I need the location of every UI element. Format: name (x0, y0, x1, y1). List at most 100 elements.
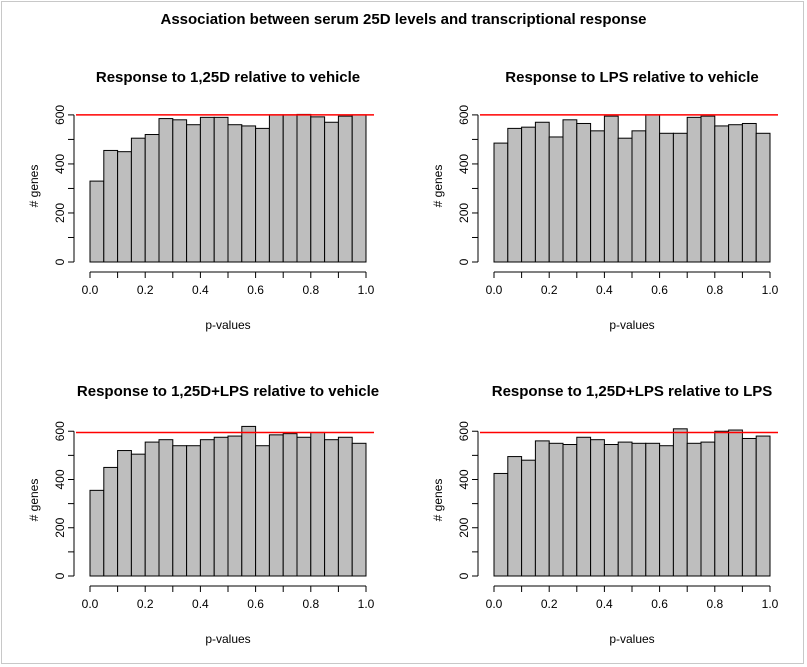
histogram-bar (296, 436, 312, 577)
y-axis-label: # genes (431, 479, 445, 522)
histogram-bar (645, 114, 661, 263)
x-tick-label: 0.2 (137, 597, 154, 611)
histogram-bar (686, 442, 702, 577)
histogram-bar (324, 121, 339, 263)
histogram-bar (534, 440, 550, 577)
histogram-bar (672, 132, 688, 263)
histogram-panel-4: Response to 1,25D+LPS relative to LPS 0.0… (431, 383, 779, 646)
y-tick-label: 600 (53, 421, 67, 441)
histogram-bar (103, 466, 119, 577)
y-tick-label: 400 (457, 154, 471, 174)
x-tick-label: 1.0 (762, 283, 779, 297)
histogram-bar (337, 115, 353, 263)
histogram-bar (296, 113, 312, 263)
panel-title: Response to 1,25D relative to vehicle (96, 69, 360, 86)
histogram-bar (282, 114, 298, 263)
x-tick-label: 0.4 (596, 597, 613, 611)
histogram-bar (144, 134, 160, 263)
x-tick-label: 0.0 (486, 283, 503, 297)
histogram-bar (241, 125, 257, 263)
histogram-bar (659, 132, 674, 263)
histogram-bar (144, 441, 160, 577)
y-tick-label: 600 (53, 105, 67, 125)
histogram-bar (576, 436, 592, 577)
histogram-bar (741, 122, 757, 263)
x-tick-label: 0.2 (541, 597, 558, 611)
histogram-bar (603, 444, 619, 577)
histogram-bar (521, 126, 536, 263)
histogram-bar (590, 439, 605, 577)
histogram-bar (117, 450, 132, 577)
histogram-bar (310, 116, 326, 263)
y-tick-label: 400 (53, 154, 67, 174)
panel-title: Response to 1,25D+LPS relative to LPS (492, 383, 773, 400)
histogram-bar (158, 439, 174, 577)
x-tick-label: 0.0 (82, 597, 99, 611)
histogram-bar (507, 456, 523, 577)
histogram-bar (337, 436, 353, 577)
y-tick-label: 200 (53, 203, 67, 223)
histogram-bar (241, 425, 257, 577)
x-tick-label: 1.0 (358, 597, 375, 611)
histogram-bar (548, 442, 564, 577)
y-axis-label: # genes (27, 479, 41, 522)
histogram-bar (590, 130, 605, 263)
histogram-bar (199, 116, 215, 263)
histogram-bar (700, 115, 716, 263)
histogram-bar (199, 439, 215, 577)
panel-title: Response to LPS relative to vehicle (505, 69, 758, 86)
x-tick-label: 0.2 (137, 283, 154, 297)
histogram-bar (493, 142, 509, 263)
histogram-bar (714, 125, 730, 263)
x-axis-label: p-values (205, 318, 250, 332)
histogram-bar (645, 442, 661, 577)
y-tick-label: 200 (457, 203, 471, 223)
y-tick-label: 200 (53, 517, 67, 537)
histogram-bar (728, 124, 743, 263)
x-tick-label: 0.6 (651, 283, 668, 297)
histogram-bar (213, 436, 229, 577)
x-tick-label: 0.4 (192, 597, 209, 611)
histogram-bar (324, 439, 339, 577)
histogram-bar (562, 119, 578, 263)
histogram-bar (672, 428, 688, 577)
histogram-bar (172, 119, 188, 263)
y-tick-label: 0 (53, 572, 67, 579)
histogram-panel-2: Response to LPS relative to vehicle 0.0 0.… (431, 69, 779, 332)
histogram-bar (255, 127, 270, 263)
x-tick-label: 0.0 (486, 597, 503, 611)
histogram-bar (659, 445, 674, 577)
y-tick-label: 0 (53, 258, 67, 265)
histogram-bar (89, 489, 105, 577)
histogram-bar (686, 116, 702, 263)
y-tick-label: 400 (457, 469, 471, 489)
y-axis-label: # genes (431, 165, 445, 208)
panel-title: Response to 1,25D+LPS relative to vehicl… (77, 383, 379, 400)
histogram-bar (351, 114, 367, 263)
y-tick-label: 400 (53, 469, 67, 489)
histogram-bar (186, 124, 201, 263)
histogram-bar (576, 122, 592, 263)
x-tick-label: 0.8 (706, 283, 723, 297)
histogram-bar (521, 459, 536, 577)
histogram-bar (268, 114, 284, 263)
histogram-bar (617, 441, 633, 577)
histogram-bar (741, 437, 757, 577)
histogram-bar (172, 445, 188, 577)
x-tick-label: 1.0 (762, 597, 779, 611)
x-axis-label: p-values (609, 318, 654, 332)
x-tick-label: 0.6 (651, 597, 668, 611)
x-tick-label: 0.0 (82, 283, 99, 297)
y-tick-label: 600 (457, 105, 471, 125)
figure-title: Association between serum 25D levels and… (160, 11, 647, 28)
histogram-bar (617, 137, 633, 263)
x-tick-label: 1.0 (358, 283, 375, 297)
x-axis-label: p-values (609, 632, 654, 646)
x-tick-label: 0.8 (302, 283, 319, 297)
x-tick-label: 0.2 (541, 283, 558, 297)
histogram-panel-1: Response to 1,25D relative to vehicle 0.0… (27, 69, 375, 332)
y-tick-label: 0 (457, 258, 471, 265)
histogram-bar (130, 453, 146, 577)
x-tick-label: 0.4 (596, 283, 613, 297)
histogram-panel-3: Response to 1,25D+LPS relative to vehicl… (27, 383, 379, 646)
